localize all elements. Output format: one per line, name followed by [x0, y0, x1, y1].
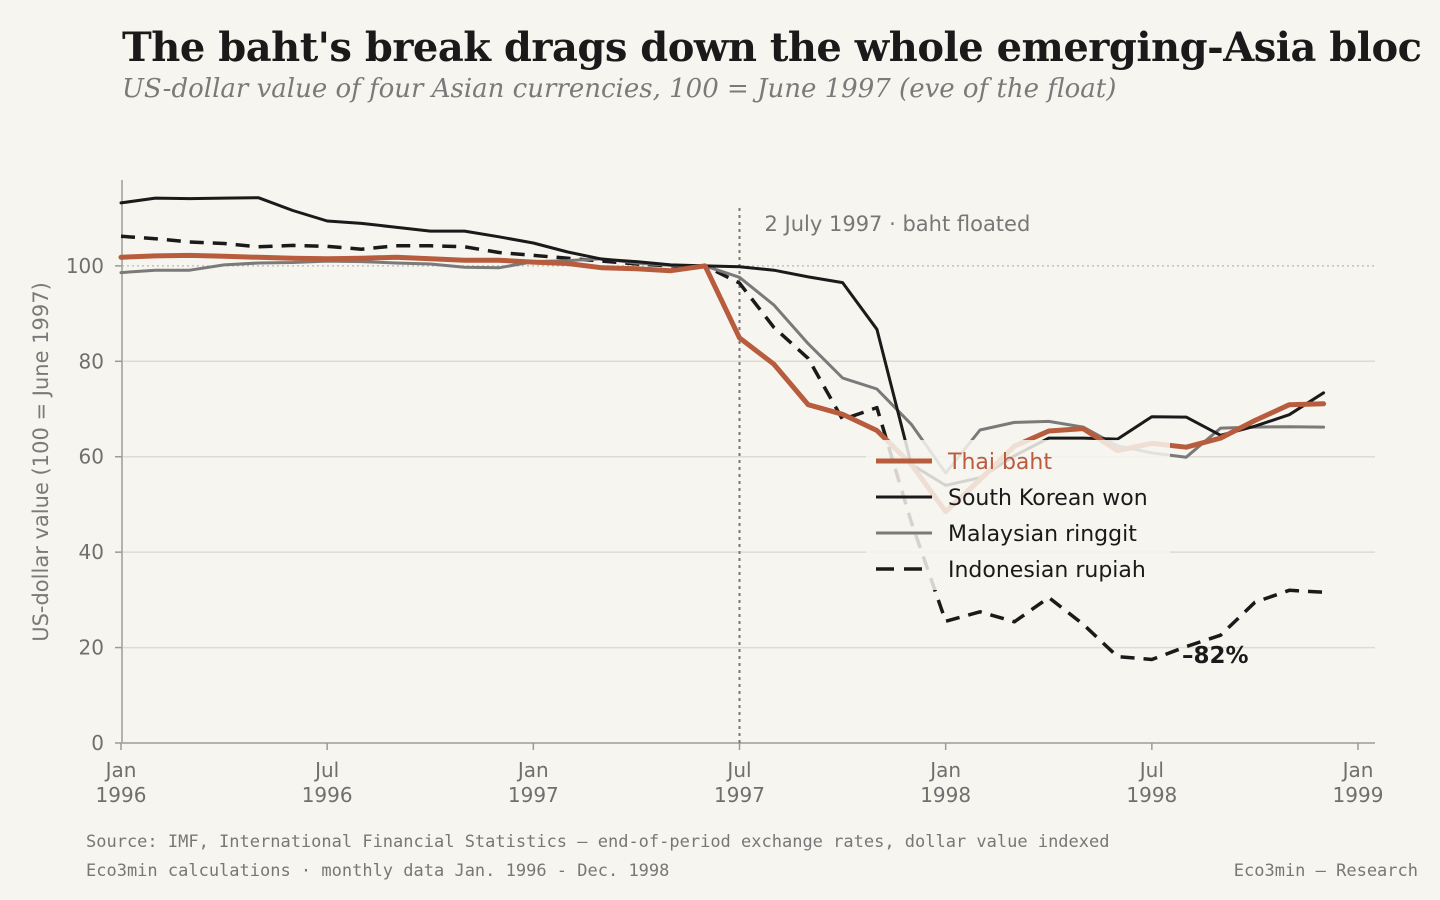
x-tick-label-month-5: Jul — [1138, 758, 1164, 782]
y-tick-label-20: 20 — [79, 636, 104, 660]
x-tick-label-5: Jul 1998 — [1126, 758, 1177, 807]
legend-label-south-korean-won: South Korean won — [948, 486, 1148, 511]
x-tick-label-year-6: 1999 — [1333, 783, 1384, 807]
gridlines — [122, 360, 1375, 649]
source-note-line1: Source: IMF, International Financial Sta… — [86, 832, 1110, 852]
x-tick-label-month-3: Jul — [725, 758, 751, 782]
x-tick-label-4: Jan 1998 — [920, 758, 971, 807]
x-tick-label-month-2: Jan — [516, 758, 549, 782]
x-tick-label-6: Jan 1999 — [1333, 758, 1384, 807]
x-tick-label-year-0: 1996 — [96, 783, 147, 807]
x-tick-label-month-4: Jan — [928, 758, 961, 782]
end-annotation-label: –82% — [1182, 643, 1249, 669]
y-tick-label-100: 100 — [66, 254, 104, 278]
series-lines — [118, 196, 1327, 662]
y-tick-label-80: 80 — [79, 349, 104, 373]
event-label: 2 July 1997 · baht floated — [765, 212, 1031, 236]
x-tick-label-year-3: 1997 — [714, 783, 765, 807]
x-tick-label-3: Jul 1997 — [714, 758, 765, 807]
y-axis-label: US-dollar value (100 = June 1997) — [29, 282, 53, 642]
legend-label-indonesian-rupiah: Indonesian rupiah — [948, 558, 1146, 583]
y-tick-label-40: 40 — [79, 540, 104, 564]
chart-subtitle: US-dollar value of four Asian currencies… — [122, 74, 1117, 104]
end-annotation: –82% — [1182, 643, 1249, 669]
source-note-line2: Eco3min calculations · monthly data Jan.… — [86, 861, 670, 881]
y-axis-ticks: 0 20 40 60 80 100 — [66, 254, 122, 755]
series-line-indonesian-rupiah — [120, 234, 1324, 662]
y-tick-label-0: 0 — [91, 731, 104, 755]
event-line: 2 July 1997 · baht floated — [738, 208, 1031, 743]
x-tick-label-month-6: Jan — [1341, 758, 1374, 782]
x-tick-label-year-4: 1998 — [920, 783, 971, 807]
series-line-south-korean-won — [119, 196, 1326, 487]
y-tick-label-60: 60 — [79, 445, 104, 469]
legend-label-thai-baht: Thai baht — [947, 450, 1052, 475]
legend: Thai baht South Korean won Malaysian ringg… — [866, 440, 1170, 590]
x-tick-label-year-2: 1997 — [508, 783, 559, 807]
x-tick-label-0: Jan 1996 — [96, 758, 147, 807]
x-tick-label-year-5: 1998 — [1126, 783, 1177, 807]
legend-background — [866, 440, 1170, 590]
x-tick-label-1: Jul 1996 — [302, 758, 353, 807]
legend-label-malaysian-ringgit: Malaysian ringgit — [948, 522, 1137, 547]
chart-title: The baht's break drags down the whole em… — [122, 24, 1422, 71]
brand-credit: Eco3min — Research — [1233, 861, 1418, 881]
x-tick-label-month-1: Jul — [313, 758, 339, 782]
x-tick-label-2: Jan 1997 — [508, 758, 559, 807]
x-tick-label-month-0: Jan — [104, 758, 137, 782]
x-tick-label-year-1: 1996 — [302, 783, 353, 807]
